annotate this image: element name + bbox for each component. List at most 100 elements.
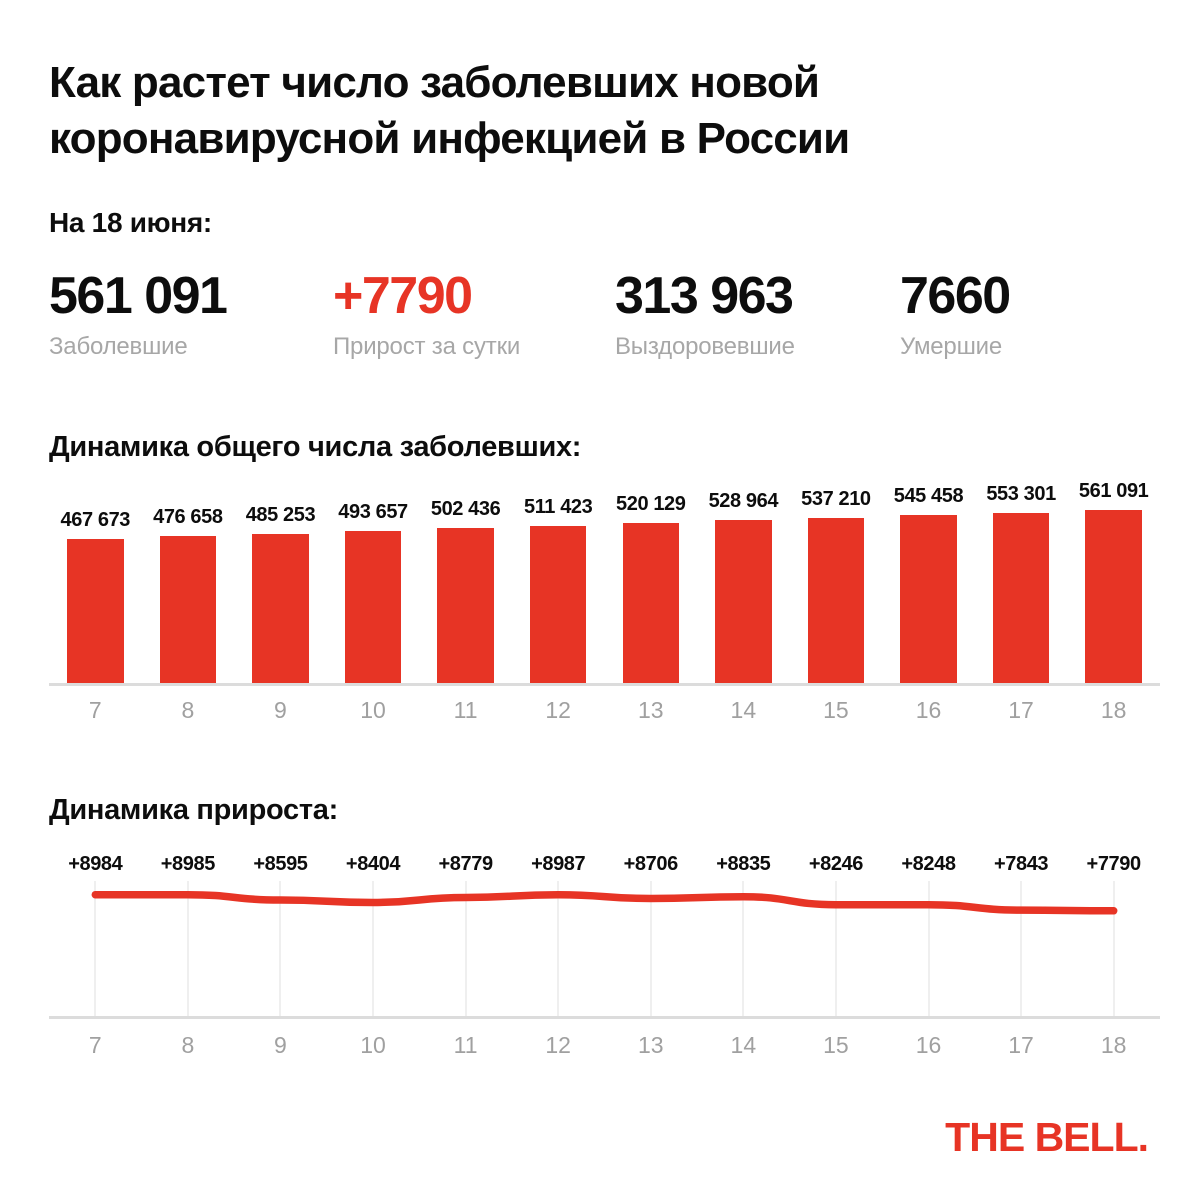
bar-column: 493 657 (327, 476, 420, 684)
bar (344, 531, 402, 684)
the-bell-logo: THE BELL. (945, 1114, 1149, 1160)
bar-column: 561 091 (1067, 476, 1160, 684)
x-tick-label: 12 (545, 1032, 571, 1059)
stat-item: 561 091 Заболевшие (49, 269, 333, 362)
plot-gridline (372, 881, 375, 1017)
x-tick-label: 10 (360, 1032, 386, 1059)
x-tick-label: 9 (274, 1032, 287, 1059)
bar-value-label: 553 301 (986, 482, 1056, 505)
x-tick-label: 9 (274, 697, 287, 724)
line-value-labels: +8984 +8985 +8595 +8404 +8779 +8987 +8706 +8835… (49, 853, 1160, 876)
bar-column: 476 658 (142, 476, 235, 684)
x-tick-label: 14 (730, 1032, 757, 1059)
stat-value: 7660 (900, 266, 1011, 325)
line-value-label: +8706 (623, 853, 679, 876)
plot-gridline (464, 881, 467, 1017)
stat-label: Заболевшие (49, 333, 188, 361)
plot-gridline (279, 881, 282, 1017)
bar-x-axis-ticks: 7 8 9 10 11 12 13 14 15 16 17 18 (49, 697, 1160, 724)
bar-chart-title: Динамика общего числа заболевших: (49, 431, 582, 464)
line-value-label: +8987 (531, 853, 586, 876)
bar-value-label: 467 673 (60, 509, 131, 532)
plot-gridline (1020, 881, 1023, 1017)
bar-value-label: 476 658 (153, 506, 223, 529)
bar-columns: 467 673 476 658 485 253 493 657 502 436 511 4… (49, 476, 1160, 684)
bar-column: 520 129 (604, 476, 697, 684)
bar-column: 553 301 (975, 476, 1068, 684)
bar-value-label: 561 091 (1078, 480, 1149, 503)
x-tick-label: 11 (453, 697, 478, 724)
line-plot-area (49, 881, 1160, 1020)
line-value-label: +8779 (438, 853, 494, 876)
plot-gridline (649, 881, 652, 1017)
x-tick-label: 8 (181, 697, 195, 724)
x-tick-label: 7 (88, 697, 102, 724)
x-tick-label: 13 (637, 697, 664, 724)
bar-value-label: 502 436 (430, 498, 501, 521)
bar-column: 528 964 (697, 476, 790, 684)
stat-item: +7790 Прирост за сутки (333, 269, 615, 362)
bar-column: 545 458 (882, 476, 975, 684)
x-tick-label: 7 (88, 1032, 102, 1059)
plot-gridline (186, 881, 189, 1017)
page-title: Как растет число заболевших новой корона… (49, 58, 850, 163)
bar (1085, 510, 1142, 684)
x-tick-label: 17 (1008, 1032, 1034, 1059)
bar-value-label: 520 129 (616, 492, 686, 515)
x-tick-label: 15 (823, 697, 849, 724)
stat-value: 561 091 (49, 266, 228, 325)
x-tick-label: 13 (637, 1032, 664, 1059)
line-value-label: +8248 (901, 853, 956, 876)
line-value-label: +7843 (993, 853, 1049, 876)
x-tick-label: 18 (1100, 697, 1127, 724)
summary-stats-row: 561 091 Заболевшие +7790 Прирост за сутки 31… (49, 269, 1160, 362)
plot-gridline (742, 881, 745, 1017)
bar-column: 537 210 (790, 476, 883, 684)
x-tick-label: 12 (545, 697, 571, 724)
as-of-date-label: На 18 июня: (49, 206, 212, 238)
line-value-label: +8835 (716, 853, 771, 876)
bar-value-label: 528 964 (708, 490, 779, 513)
daily-increase-line (91, 891, 1118, 915)
plot-gridline (834, 881, 837, 1017)
x-tick-label: 15 (823, 1032, 849, 1059)
line-value-label: +8984 (68, 853, 123, 876)
line-value-label: +8985 (160, 853, 216, 876)
total-cases-bar-chart: 467 673 476 658 485 253 493 657 502 436 511 4… (49, 476, 1160, 724)
bar-value-label: 493 657 (338, 501, 408, 524)
stat-label: Умершие (900, 333, 1002, 361)
bar-value-label: 537 210 (801, 487, 871, 510)
plot-gridline (94, 881, 97, 1017)
plot-gridline (1112, 881, 1115, 1017)
bar (622, 522, 679, 684)
stat-value: 313 963 (615, 266, 794, 325)
x-tick-label: 16 (915, 697, 942, 724)
stat-label: Выздоровевшие (615, 333, 795, 361)
x-tick-label: 18 (1100, 1032, 1127, 1059)
total-cases-section: Динамика общего числа заболевших: 467 67… (49, 431, 1160, 724)
stat-item: 313 963 Выздоровевшие (615, 269, 900, 362)
plot-gridline (927, 881, 930, 1017)
bar-column: 467 673 (49, 476, 142, 684)
bar-value-label: 485 253 (245, 503, 316, 526)
bar-value-label: 545 458 (893, 485, 964, 508)
stat-value: +7790 (333, 266, 473, 325)
bar (437, 528, 494, 684)
bar-column: 502 436 (419, 476, 512, 684)
x-tick-label: 16 (915, 1032, 942, 1059)
stat-label: Прирост за сутки (333, 333, 521, 361)
bar-column: 511 423 (512, 476, 605, 684)
line-value-label: +8246 (808, 853, 864, 876)
bar (715, 520, 772, 684)
x-tick-label: 14 (730, 697, 757, 724)
stat-item: 7660 Умершие (900, 266, 1011, 362)
line-value-label: +8404 (345, 853, 401, 876)
bar (67, 539, 124, 684)
x-tick-label: 8 (181, 1032, 195, 1059)
bar (529, 525, 587, 684)
line-x-axis-ticks: 7 8 9 10 11 12 13 14 15 16 17 18 (49, 1032, 1160, 1059)
bar (807, 517, 865, 684)
daily-increase-section: Динамика прироста: +8984 +8985 +8595 +8404 +… (49, 794, 1160, 1059)
line-value-label: +8595 (253, 853, 308, 876)
